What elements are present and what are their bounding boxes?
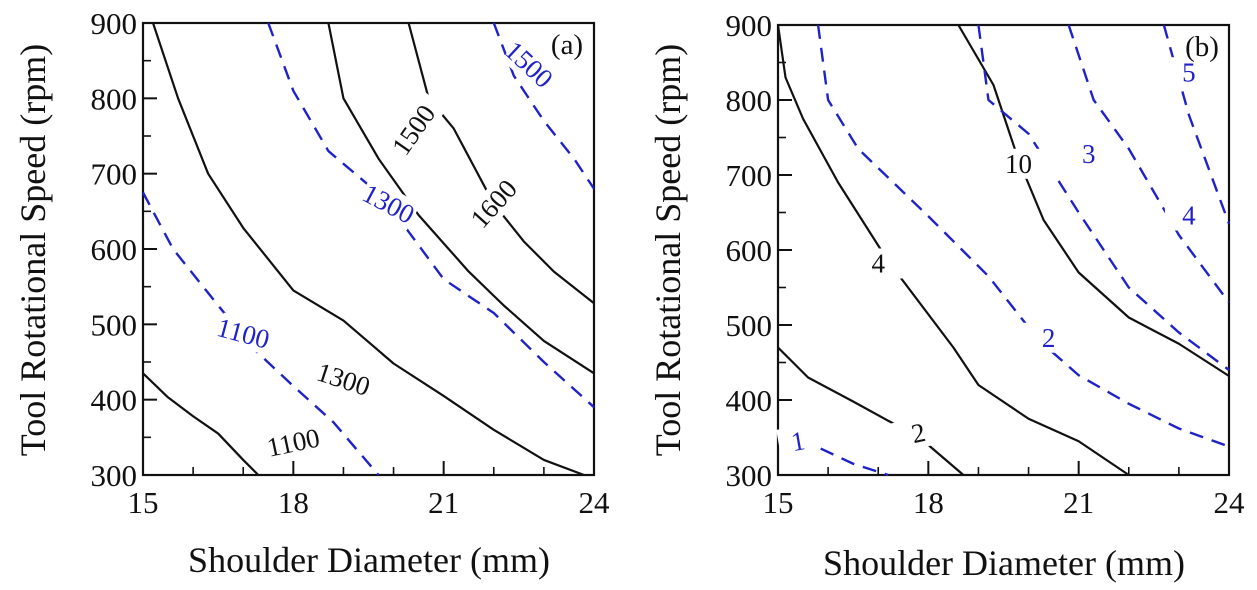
contour-label: 1300 xyxy=(313,357,374,402)
contour-label-mask xyxy=(845,248,912,279)
contour-label-group: 1300 xyxy=(307,354,380,404)
contour-label-mask xyxy=(216,312,271,355)
contour-label-mask xyxy=(356,177,421,231)
contour-label: 1100 xyxy=(264,422,322,462)
solid-contour-2 xyxy=(777,346,965,476)
contour-label: 1500 xyxy=(499,35,559,94)
dashed-contour-1300 xyxy=(267,22,595,409)
dashed-contour-2 xyxy=(816,24,1230,448)
contour-label-group: 1100 xyxy=(262,422,325,464)
solid-contour-1100 xyxy=(142,372,260,476)
contour-label: 2 xyxy=(909,417,928,449)
y-tick-label: 700 xyxy=(726,158,773,193)
contour-label-group: 4 xyxy=(845,248,912,279)
y-tick-label: 400 xyxy=(91,383,138,418)
contour-label-group: 1500 xyxy=(499,35,559,94)
solid-contour-1600 xyxy=(407,22,595,305)
contour-label-group: 1300 xyxy=(356,177,421,231)
dashed-contour-4 xyxy=(1067,24,1230,304)
y-tick-label: 400 xyxy=(726,383,773,418)
contour-label-mask xyxy=(1169,57,1209,88)
contour-labels: 2 4 10 1 2 3 4 5 xyxy=(776,57,1213,460)
contour-label: 5 xyxy=(1182,57,1196,87)
contour-label-group: 3 xyxy=(1064,139,1113,169)
contour-label: 3 xyxy=(1082,139,1096,169)
x-tick-label: 21 xyxy=(1063,485,1094,520)
contour-label-mask xyxy=(1164,200,1213,231)
x-axis-title: Shoulder Diameter (mm) xyxy=(823,543,1185,583)
contour-label: 1 xyxy=(789,425,808,457)
contour-label-mask xyxy=(981,148,1057,179)
x-tick-label: 18 xyxy=(913,485,944,520)
contour-label-mask xyxy=(887,412,950,454)
panel-label: (b) xyxy=(1185,31,1219,63)
dashed-contour-3 xyxy=(977,24,1230,371)
contour-label: 4 xyxy=(1182,201,1196,231)
y-tick-label: 500 xyxy=(91,307,138,342)
y-tick-label: 600 xyxy=(91,232,138,267)
contour-label-group: 5 xyxy=(1169,57,1209,88)
solid-contour-4 xyxy=(776,24,1130,476)
y-tick-label: 900 xyxy=(726,8,773,43)
contour-lines xyxy=(776,24,1231,477)
contour-label-group: 1500 xyxy=(379,90,448,170)
contour-label-mask xyxy=(776,423,820,460)
dashed-contour-1 xyxy=(777,430,889,477)
y-tick-label: 300 xyxy=(91,458,138,493)
contour-label-mask xyxy=(501,37,557,92)
solid-contour-1300 xyxy=(151,22,585,477)
x-tick-label: 15 xyxy=(763,485,794,520)
contour-label-group: 10 xyxy=(981,148,1057,179)
contour-label-mask xyxy=(307,354,380,404)
panel-label: (a) xyxy=(551,29,583,61)
y-tick-label: 800 xyxy=(726,83,773,118)
contour-lines xyxy=(141,22,595,477)
contour-label-group: 4 xyxy=(1164,200,1213,231)
x-tick-label: 15 xyxy=(128,485,159,520)
contour-label: 4 xyxy=(871,249,885,279)
x-axis-title: Shoulder Diameter (mm) xyxy=(188,540,550,580)
contour-label-group: 2 xyxy=(887,412,950,454)
y-tick-label: 700 xyxy=(91,157,138,192)
x-tick-label: 24 xyxy=(579,485,611,520)
contour-label-mask xyxy=(1064,139,1113,169)
x-tick-label: 24 xyxy=(1214,485,1246,520)
solid-contour-1500 xyxy=(327,22,595,375)
x-tick-label: 21 xyxy=(428,485,459,520)
y-tick-label: 300 xyxy=(726,458,773,493)
solid-contour-10 xyxy=(957,24,1230,377)
dashed-contour-5 xyxy=(1162,24,1231,225)
plot-frame xyxy=(141,21,596,477)
y-tick-label: 600 xyxy=(726,233,773,268)
contour-label-mask xyxy=(379,90,448,170)
contour-label-group: 1100 xyxy=(214,312,273,355)
contour-label: 10 xyxy=(1005,149,1032,179)
contour-label: 2 xyxy=(1042,323,1056,353)
contour-label: 1100 xyxy=(214,312,273,355)
axis-ticks: 15 18 21 24 300 400 500 600 700 800 900 xyxy=(91,6,611,520)
y-axis-title: Tool Rotational Speed (rpm) xyxy=(13,44,53,456)
y-tick-label: 900 xyxy=(91,6,138,41)
contour-label-mask xyxy=(454,162,534,246)
y-tick-label: 800 xyxy=(91,81,138,116)
y-tick-label: 500 xyxy=(726,308,773,343)
x-tick-label: 18 xyxy=(278,485,309,520)
contour-label-group: 2 xyxy=(1020,322,1078,353)
y-axis-title: Tool Rotational Speed (rpm) xyxy=(648,44,688,456)
contour-label-mask xyxy=(262,422,325,464)
contour-label-mask xyxy=(1020,322,1078,353)
dashed-contour-1500 xyxy=(492,22,595,190)
contour-label-group: 1 xyxy=(776,423,820,460)
contour-label-group: 1600 xyxy=(454,162,534,246)
